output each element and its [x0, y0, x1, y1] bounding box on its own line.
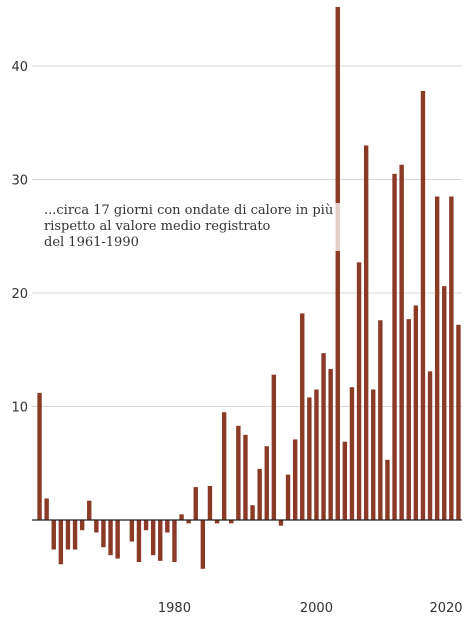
bar-1999 [307, 397, 312, 520]
y-tick-label: 10 [11, 401, 28, 416]
bar-1964 [58, 520, 64, 565]
bar-2006 [356, 262, 362, 520]
y-tick-label: 40 [11, 60, 28, 75]
y-tick-label: 20 [11, 287, 28, 302]
bar-2004 [342, 441, 348, 520]
bar-1971 [108, 520, 113, 556]
bar-1979 [165, 520, 170, 533]
bar-1963 [51, 520, 56, 550]
bar-1980 [172, 520, 177, 562]
bar-2009 [378, 320, 383, 520]
bar-1987 [221, 412, 227, 521]
bar-1977 [150, 520, 156, 556]
bar-2020 [456, 324, 461, 520]
x-tick-label: 1980 [158, 601, 191, 616]
bar-2013 [406, 319, 411, 520]
bar-2011 [392, 173, 397, 520]
bar-1982 [186, 520, 191, 524]
bar-1985 [207, 485, 213, 520]
bar-2016 [427, 371, 433, 520]
bar-2007 [363, 145, 369, 520]
bar-2000 [314, 389, 319, 521]
bar-1984 [200, 520, 206, 569]
bar-2019 [449, 196, 454, 520]
bar-1962 [44, 498, 49, 520]
bar-1967 [79, 520, 85, 531]
x-tick-label: 2020 [429, 601, 462, 616]
bar-2014 [413, 305, 419, 520]
bar-1966 [72, 520, 78, 550]
bar-1968 [87, 500, 92, 520]
y-axis-ticks: 10 20 30 40 [11, 60, 28, 416]
annotation-line-1: ...circa 17 giorni con ondate di calore … [44, 203, 334, 218]
bar-1991 [250, 505, 255, 521]
bar-1981 [179, 514, 184, 520]
bar-1970 [101, 520, 106, 548]
bar-1995 [278, 520, 284, 526]
grid-lines [32, 65, 462, 407]
bar-2005 [349, 387, 355, 520]
bar-1996 [285, 474, 291, 520]
bar-1998 [300, 313, 305, 520]
bar-2001 [321, 353, 326, 520]
bar-1997 [292, 439, 298, 520]
bar-1976 [143, 520, 149, 531]
bar-2017 [434, 196, 440, 520]
bar-1983 [193, 487, 198, 520]
bar-1986 [214, 520, 220, 524]
bar-1961 [37, 392, 42, 520]
annotation: ...circa 17 giorni con ondate di calore … [42, 203, 346, 251]
bar-2008 [371, 389, 376, 521]
bars [37, 6, 461, 569]
bar-1992 [257, 468, 262, 520]
bar-1988 [229, 520, 234, 524]
annotation-line-3: del 1961-1990 [44, 235, 139, 250]
bar-1989 [236, 425, 241, 520]
bar-1975 [136, 520, 142, 562]
bar-2015 [420, 90, 426, 520]
bar-1969 [94, 520, 99, 533]
bar-1974 [129, 520, 135, 542]
annotation-line-2: rispetto al valore medio registrato [44, 219, 271, 234]
bar-1990 [243, 434, 248, 521]
bar-2012 [399, 164, 404, 520]
bar-1972 [115, 520, 120, 559]
bar-2002 [328, 369, 333, 520]
bar-2018 [442, 286, 447, 520]
bar-1965 [65, 520, 71, 550]
y-tick-label: 30 [11, 174, 28, 189]
x-tick-label: 2000 [300, 601, 333, 616]
bar-2010 [385, 459, 390, 520]
bar-1993 [264, 446, 269, 520]
bar-1978 [158, 520, 163, 561]
x-axis-ticks: 1980 2000 2020 [158, 601, 463, 616]
bar-2003 [335, 6, 340, 521]
bar-1994 [271, 374, 277, 520]
